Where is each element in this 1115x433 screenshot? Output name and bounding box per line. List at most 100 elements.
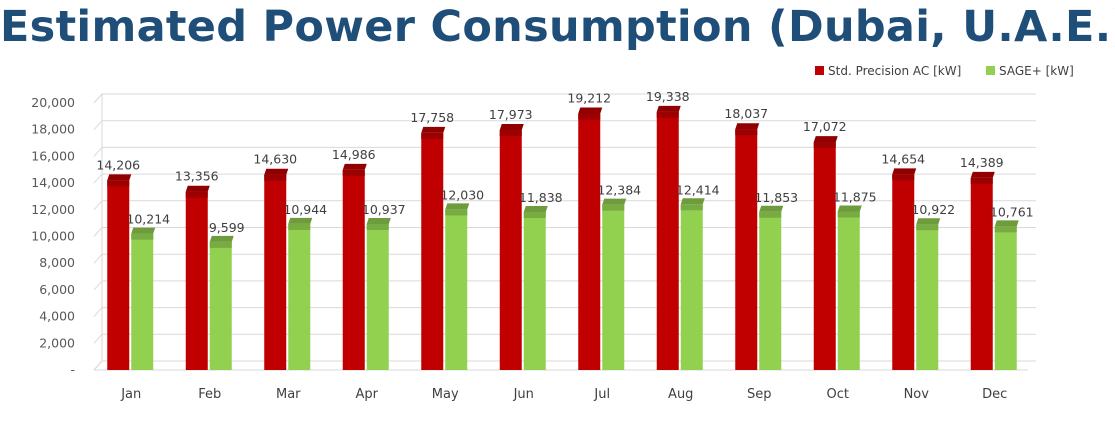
- bar-sage-plus-cap: [209, 241, 232, 248]
- chart-title: Estimated Power Consumption (Dubai, U.A.…: [0, 2, 1115, 52]
- bar-sage-plus-top: [209, 235, 234, 242]
- bar-std-precision-ac-front: [735, 129, 758, 370]
- bar-sage-plus: [209, 235, 234, 370]
- bar-std-precision-ac: [578, 107, 603, 370]
- bar-std-precision-ac: [185, 185, 210, 370]
- bar-std-precision-ac-top: [813, 136, 838, 143]
- bars: [107, 105, 1019, 370]
- bar-std-precision-ac: [970, 171, 995, 370]
- x-tick-label: Apr: [356, 387, 379, 402]
- bar-sage-plus-top: [288, 217, 313, 224]
- bar-std-precision-ac-cap: [578, 113, 601, 120]
- data-label-sage-plus: 11,875: [833, 189, 877, 204]
- data-label-sage-plus: 9,599: [209, 220, 245, 235]
- bar-std-precision-ac: [107, 174, 132, 370]
- x-tick-label: May: [432, 387, 459, 402]
- gridline-depth: [93, 360, 103, 371]
- bar-std-precision-ac-top: [499, 124, 524, 131]
- bar-std-precision-ac-cap: [264, 174, 287, 181]
- bar-std-precision-ac: [499, 124, 524, 370]
- bar-sage-plus-cap: [837, 211, 860, 218]
- bar-sage-plus: [288, 217, 313, 370]
- bar-sage-plus: [445, 203, 470, 370]
- bar-std-precision-ac-cap: [185, 191, 208, 198]
- bar-std-precision-ac-cap: [499, 130, 522, 137]
- gridline-depth: [93, 147, 103, 157]
- gridline-depth: [93, 173, 103, 184]
- bar-sage-plus-top: [602, 198, 627, 205]
- gridline-depth: [93, 200, 103, 211]
- bar-std-precision-ac-top: [656, 105, 681, 112]
- bar-sage-plus: [994, 220, 1019, 370]
- bar-std-precision-ac-top: [342, 163, 367, 170]
- bar-sage-plus-top: [759, 205, 784, 212]
- bar-std-precision-ac-front: [656, 111, 679, 370]
- bar-std-precision-ac-top: [970, 171, 995, 178]
- bar-sage-plus-front: [131, 233, 154, 370]
- bar-std-precision-ac-top: [892, 168, 917, 175]
- data-labels: 14,206 10,214 13,356 9,599 14,630 10,944 14,98…: [96, 89, 1033, 235]
- data-label-sage-plus: 11,838: [519, 190, 563, 205]
- data-label-std-precision-ac: 14,654: [881, 151, 925, 166]
- bar-std-precision-ac-top: [578, 107, 603, 114]
- bar-sage-plus: [837, 205, 862, 370]
- legend-label-std-precision-ac: Std. Precision AC [kW]: [828, 64, 961, 78]
- bar-std-precision-ac-cap: [656, 111, 679, 118]
- bar-sage-plus-front: [759, 211, 782, 370]
- x-tick-label: Oct: [827, 387, 849, 402]
- x-tick-label: Jul: [593, 387, 610, 402]
- data-label-sage-plus: 11,853: [754, 190, 798, 205]
- x-tick-label: Aug: [668, 387, 693, 402]
- y-tick-label: 4,000: [39, 309, 75, 324]
- bar-sage-plus-top: [994, 220, 1019, 227]
- bar-sage-plus: [680, 198, 705, 370]
- bar-std-precision-ac-top: [185, 185, 210, 192]
- bar-sage-plus-front: [602, 204, 625, 370]
- bar-sage-plus-front: [209, 241, 232, 370]
- bar-sage-plus-top: [366, 217, 391, 224]
- bar-std-precision-ac-front: [107, 180, 130, 370]
- bar-sage-plus-front: [837, 211, 860, 370]
- bar-sage-plus-cap: [445, 209, 468, 216]
- bar-sage-plus-top: [523, 205, 548, 212]
- axes: - 2,000 4,000 6,000 8,000 10,000 12,000 14,000 1…: [31, 95, 1028, 402]
- gridline-depth: [93, 253, 103, 264]
- bar-sage-plus-top: [916, 218, 941, 225]
- bar-std-precision-ac-top: [421, 126, 446, 133]
- gridline-depth: [93, 280, 103, 291]
- bar-std-precision-ac: [656, 105, 681, 370]
- x-tick-label: Nov: [904, 387, 930, 402]
- bar-std-precision-ac: [892, 168, 917, 370]
- bar-sage-plus-cap: [288, 223, 311, 230]
- data-label-std-precision-ac: 18,037: [724, 106, 768, 121]
- bar-std-precision-ac-front: [342, 169, 365, 370]
- data-label-sage-plus: 10,937: [362, 202, 406, 217]
- y-tick-label: 20,000: [31, 95, 75, 110]
- bar-sage-plus-cap: [366, 223, 389, 230]
- bar-std-precision-ac: [342, 163, 367, 370]
- bar-sage-plus: [759, 205, 784, 370]
- bar-sage-plus-cap: [994, 226, 1017, 233]
- data-label-sage-plus: 10,922: [911, 202, 955, 217]
- y-tick-label: 12,000: [31, 202, 75, 217]
- bar-sage-plus-cap: [523, 211, 546, 218]
- gridline-depth: [93, 227, 103, 237]
- data-label-std-precision-ac: 14,206: [96, 157, 140, 172]
- data-label-std-precision-ac: 14,986: [332, 147, 376, 162]
- bar-sage-plus-cap: [680, 204, 703, 211]
- x-tick-label: Mar: [276, 387, 301, 402]
- data-label-sage-plus: 12,384: [597, 183, 641, 198]
- bar-std-precision-ac-top: [107, 174, 132, 181]
- y-tick-label: -: [70, 362, 75, 377]
- bar-std-precision-ac-front: [185, 191, 208, 370]
- bar-sage-plus-front: [445, 209, 468, 370]
- bar-sage-plus-top: [837, 205, 862, 212]
- bar-std-precision-ac-front: [892, 174, 915, 370]
- bar-std-precision-ac-cap: [813, 142, 836, 149]
- bar-std-precision-ac-cap: [892, 174, 915, 181]
- bar-std-precision-ac-top: [264, 168, 289, 175]
- data-label-sage-plus: 10,214: [126, 212, 170, 227]
- bar-std-precision-ac: [421, 126, 446, 370]
- bar-std-precision-ac-top: [735, 123, 760, 130]
